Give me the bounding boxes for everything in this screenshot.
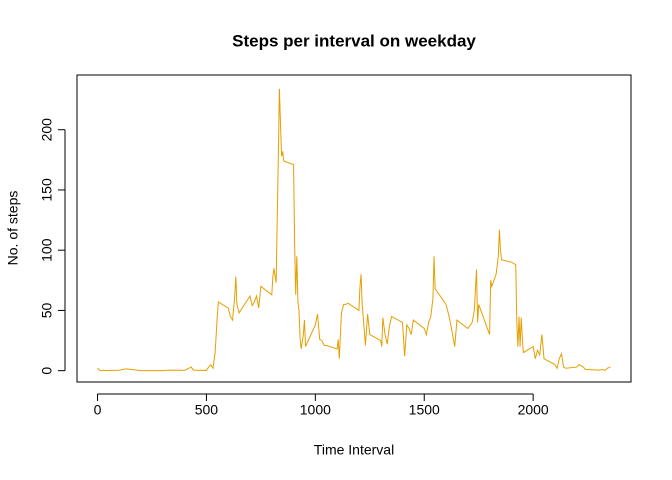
plot-box bbox=[76, 74, 632, 383]
x-tick-label: 500 bbox=[195, 402, 219, 418]
x-tick-label: 0 bbox=[94, 402, 102, 418]
y-axis-label: No. of steps bbox=[5, 191, 21, 266]
data-line bbox=[97, 88, 611, 372]
y-tick-label: 0 bbox=[39, 367, 55, 375]
y-tick-label: 150 bbox=[39, 178, 55, 202]
x-axis-label: Time Interval bbox=[314, 442, 394, 458]
x-tick-label: 1000 bbox=[300, 402, 331, 418]
x-tick-label: 1500 bbox=[409, 402, 440, 418]
chart-title: Steps per interval on weekday bbox=[232, 31, 476, 50]
y-tick-label: 100 bbox=[39, 238, 55, 262]
y-tick-label: 200 bbox=[39, 118, 55, 142]
x-tick-label: 2000 bbox=[518, 402, 549, 418]
y-tick-label: 50 bbox=[39, 302, 55, 318]
